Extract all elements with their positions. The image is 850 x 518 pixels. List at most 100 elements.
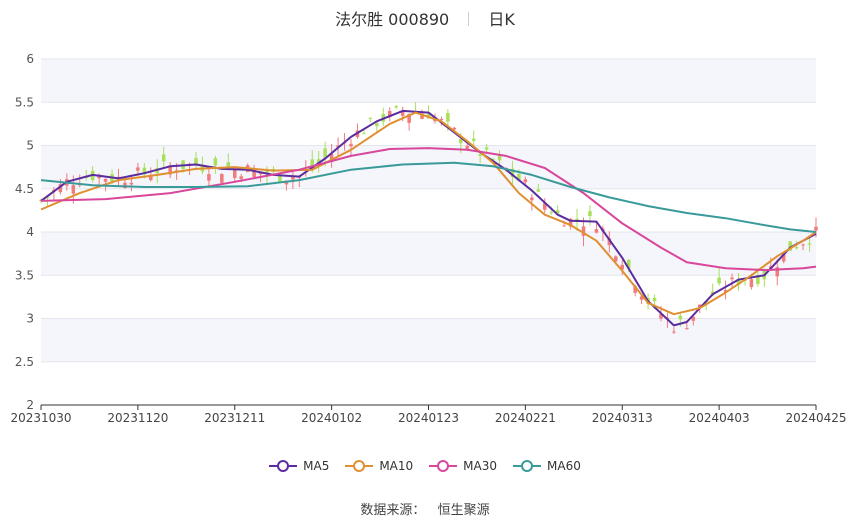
candle-body bbox=[45, 196, 50, 198]
candle-body bbox=[71, 185, 76, 194]
candle-body bbox=[620, 264, 625, 270]
candle-body bbox=[775, 267, 780, 277]
candle-body bbox=[420, 113, 424, 119]
candle-body bbox=[536, 189, 541, 192]
candle-body bbox=[788, 241, 792, 251]
x-tick-label: 20240425 bbox=[785, 411, 846, 425]
candle-body bbox=[807, 243, 812, 245]
legend-label-ma5: MA5 bbox=[303, 459, 330, 473]
candle-body bbox=[794, 247, 799, 249]
candle-body bbox=[691, 316, 696, 321]
candle-body bbox=[452, 127, 457, 130]
chart-legend: MA5 MA10 MA30 MA60 bbox=[0, 459, 850, 473]
title-separator bbox=[468, 12, 470, 26]
candle-body bbox=[652, 297, 657, 302]
candle-body bbox=[323, 148, 327, 158]
legend-item-ma60[interactable]: MA60 bbox=[513, 459, 581, 473]
legend-item-ma5[interactable]: MA5 bbox=[269, 459, 329, 473]
kline-chart[interactable]: 2 2.5 3 3.5 4 4.5 5 5.5 6 20231030 20231120 2023121… bbox=[0, 0, 850, 460]
candle-body bbox=[562, 225, 566, 227]
y-tick-label: 5 bbox=[26, 139, 34, 153]
candle-body bbox=[258, 172, 263, 175]
x-tick-label: 20231211 bbox=[204, 411, 265, 425]
candle-body bbox=[749, 279, 754, 288]
candle-body bbox=[697, 304, 702, 309]
candle-body bbox=[439, 118, 444, 120]
candle-body bbox=[265, 169, 269, 175]
legend-label-ma30: MA30 bbox=[463, 459, 498, 473]
candle-body bbox=[510, 168, 515, 177]
series-line-ma5 bbox=[40, 109, 817, 327]
candle-body bbox=[633, 286, 637, 293]
candle-body bbox=[103, 178, 108, 182]
x-tick-label: 20231030 bbox=[10, 411, 71, 425]
candle-body bbox=[549, 212, 553, 214]
stock-name-code: 法尔胜 000890 bbox=[335, 10, 450, 29]
series-line-ma30 bbox=[40, 147, 817, 272]
candle-body bbox=[459, 138, 463, 144]
candle-body bbox=[730, 277, 734, 280]
candle-body bbox=[465, 145, 470, 149]
candle-body bbox=[555, 210, 560, 214]
candle-body bbox=[226, 162, 231, 169]
x-tick-label: 20240403 bbox=[689, 411, 750, 425]
candle-body bbox=[717, 277, 721, 284]
candle-body bbox=[639, 296, 644, 300]
candle-body bbox=[316, 159, 321, 164]
y-tick-label: 4 bbox=[26, 225, 34, 239]
candle-body bbox=[58, 184, 63, 193]
legend-label-ma60: MA60 bbox=[547, 459, 581, 473]
candle-body bbox=[685, 328, 689, 330]
candle-body bbox=[523, 179, 528, 183]
candle-body bbox=[207, 174, 211, 181]
candle-body bbox=[736, 279, 741, 285]
x-tick-label: 20240221 bbox=[495, 411, 556, 425]
candle-body bbox=[213, 158, 218, 166]
x-tick-label: 20240102 bbox=[301, 411, 362, 425]
candle-body bbox=[614, 256, 618, 262]
candle-body bbox=[594, 229, 599, 233]
candle-body bbox=[801, 244, 805, 246]
chart-title: 法尔胜 000890 日K bbox=[0, 6, 850, 30]
candle-body bbox=[607, 238, 612, 246]
candle-body bbox=[336, 145, 340, 148]
candle-body bbox=[310, 159, 315, 169]
source-value: 恒生聚源 bbox=[437, 503, 490, 518]
candle-body bbox=[368, 117, 373, 119]
candle-body bbox=[194, 158, 198, 166]
candle-body bbox=[329, 153, 334, 163]
legend-swatch-ma30 bbox=[429, 460, 458, 472]
candle-body bbox=[626, 259, 631, 269]
legend-item-ma10[interactable]: MA10 bbox=[345, 459, 413, 473]
candle-body bbox=[278, 174, 282, 182]
candle-body bbox=[530, 197, 534, 201]
candle-body bbox=[659, 313, 663, 319]
candle-body bbox=[497, 155, 502, 161]
candle-body bbox=[291, 177, 295, 180]
source-label: 数据来源： bbox=[360, 503, 426, 518]
y-tick-label: 5.5 bbox=[15, 95, 34, 109]
x-tick-label: 20231120 bbox=[107, 411, 168, 425]
legend-item-ma30[interactable]: MA30 bbox=[429, 459, 497, 473]
candle-body bbox=[349, 143, 353, 147]
legend-label-ma10: MA10 bbox=[379, 459, 414, 473]
candle-body bbox=[407, 113, 411, 123]
series-line-ma10 bbox=[40, 111, 817, 316]
candle-body bbox=[252, 169, 256, 177]
candle-body bbox=[542, 203, 547, 210]
candle-body bbox=[581, 226, 586, 236]
y-tick-label: 2 bbox=[26, 398, 34, 412]
candle-body bbox=[723, 290, 728, 293]
candle-body bbox=[400, 111, 405, 116]
candle-body bbox=[756, 274, 760, 285]
candle-body bbox=[239, 176, 243, 180]
x-tick-label: 20240123 bbox=[398, 411, 459, 425]
candle-body bbox=[491, 158, 495, 161]
candle-body bbox=[678, 315, 683, 320]
candle-body bbox=[168, 165, 172, 175]
candle-body bbox=[814, 226, 818, 231]
candle-body bbox=[672, 331, 676, 333]
y-tick-label: 3 bbox=[26, 312, 34, 326]
legend-swatch-ma60 bbox=[513, 460, 542, 472]
y-tick-label: 3.5 bbox=[15, 268, 34, 282]
